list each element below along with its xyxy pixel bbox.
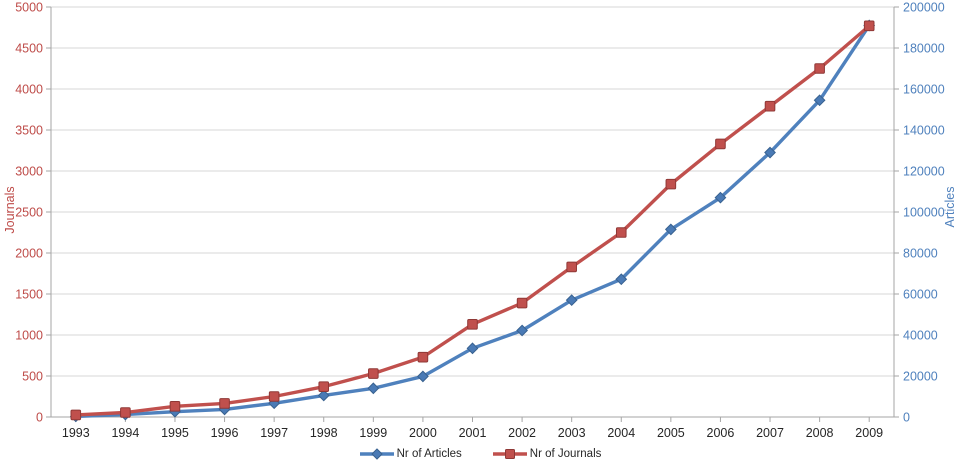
x-tick-label: 2007 [756, 426, 784, 440]
data-point-marker [417, 370, 429, 383]
articles-series-marker-icon [359, 448, 394, 460]
journals-series-marker-icon [492, 449, 527, 459]
data-point-marker [120, 407, 131, 418]
right-tick-label: 40000 [903, 329, 938, 343]
legend-item-journals: Nr of Journals [492, 448, 602, 460]
x-tick-label: 2000 [409, 426, 437, 440]
data-point-marker [516, 297, 528, 309]
x-tick-label: 1994 [111, 426, 139, 440]
data-point-marker [417, 351, 429, 363]
x-tick-label: 1998 [310, 426, 338, 440]
left-tick-label: 500 [22, 370, 43, 384]
left-tick-label: 2500 [15, 206, 43, 220]
x-tick-label: 2003 [558, 426, 586, 440]
data-point-marker [516, 324, 528, 337]
x-tick-label: 2009 [855, 426, 883, 440]
line-chart-plot: 0 500 1000 1500 2000 2500 3000 3500 4000 4500 5000… [15, 1, 945, 441]
data-point-marker [566, 261, 577, 273]
left-tick-label: 0 [36, 411, 43, 425]
data-point-marker [615, 227, 627, 238]
left-axis-title: Journals [3, 186, 17, 234]
data-point-marker [368, 368, 379, 379]
right-tick-label: 80000 [903, 247, 938, 261]
x-tick-label: 1993 [62, 426, 90, 440]
right-axis-title: Articles [943, 186, 957, 228]
data-point-marker [764, 146, 776, 159]
right-tick-label: 160000 [903, 83, 945, 97]
right-tick-label: 180000 [903, 42, 945, 56]
legend-item-articles: Nr of Articles [359, 448, 462, 460]
x-tick-label: 2008 [806, 426, 834, 440]
left-tick-label: 1000 [15, 329, 43, 343]
legend-label-articles: Nr of Articles [396, 448, 462, 460]
data-point-marker [764, 100, 776, 112]
left-tick-label: 5000 [15, 1, 43, 15]
x-tick-label: 2005 [657, 426, 685, 440]
x-tick-label: 1997 [260, 426, 288, 440]
left-tick-label: 1500 [15, 288, 43, 302]
data-point-marker [715, 138, 726, 150]
x-tick-label: 2004 [607, 426, 635, 440]
data-point-marker [565, 294, 578, 307]
right-tick-label: 140000 [903, 124, 945, 138]
series-nr-of-journals [70, 20, 875, 421]
x-tick-label: 2002 [508, 426, 536, 440]
data-point-marker [317, 389, 330, 402]
x-axis-tick-labels: 1993 1994 1995 1996 1997 1998 1999 2000 2001 2002… [62, 426, 883, 440]
data-point-marker [664, 223, 677, 236]
data-point-marker [367, 382, 380, 395]
data-point-marker [70, 409, 82, 421]
data-point-marker [169, 401, 181, 412]
data-point-marker [813, 94, 826, 107]
right-tick-label: 0 [903, 411, 910, 425]
left-tick-label: 3500 [15, 124, 43, 138]
left-tick-label: 4000 [15, 83, 43, 97]
data-point-marker [665, 178, 677, 190]
x-tick-label: 2001 [459, 426, 487, 440]
data-point-marker [268, 391, 280, 402]
data-point-marker [467, 319, 478, 330]
axes [46, 6, 899, 422]
x-tick-label: 1999 [359, 426, 387, 440]
data-point-marker [714, 191, 727, 204]
chart-legend: Nr of Articles Nr of Journals [0, 448, 960, 460]
data-point-marker [863, 20, 875, 32]
left-axis-tick-labels: 0 500 1000 1500 2000 2500 3000 3500 4000 4500 5000 [15, 1, 43, 425]
left-tick-label: 4500 [15, 42, 43, 56]
data-point-marker [219, 398, 230, 409]
left-tick-label: 3000 [15, 165, 43, 179]
data-point-marker [318, 381, 330, 392]
legend-label-journals: Nr of Journals [529, 448, 602, 460]
x-tick-label: 1995 [161, 426, 189, 440]
x-tick-label: 1996 [211, 426, 239, 440]
x-tick-label: 2006 [707, 426, 735, 440]
left-tick-label: 2000 [15, 247, 43, 261]
right-tick-label: 200000 [903, 1, 945, 15]
data-point-marker [814, 63, 825, 74]
right-axis-tick-labels: 0 20000 40000 60000 80000 100000 120000 140000 1… [903, 1, 945, 425]
right-tick-label: 20000 [903, 370, 938, 384]
gridlines [51, 6, 894, 418]
data-point-marker [466, 342, 479, 355]
right-tick-label: 60000 [903, 288, 938, 302]
data-point-marker [615, 273, 628, 286]
right-tick-label: 120000 [903, 165, 945, 179]
series-nr-of-articles [69, 19, 876, 423]
right-tick-label: 100000 [903, 206, 945, 220]
